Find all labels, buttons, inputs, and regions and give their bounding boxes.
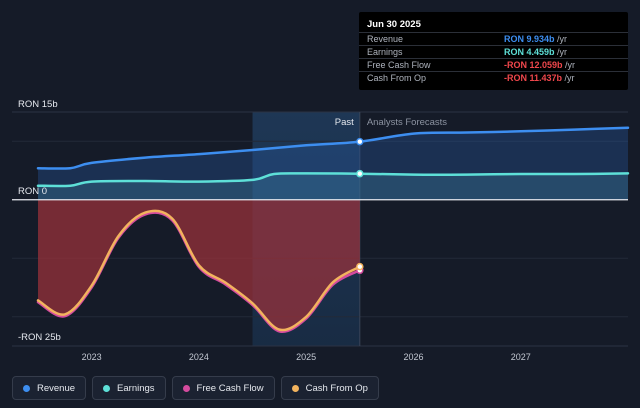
past-label: Past — [335, 117, 354, 128]
tooltip-row-earnings: Earnings RON 4.459b /yr — [359, 45, 628, 59]
legend: Revenue Earnings Free Cash Flow Cash Fro… — [12, 376, 379, 400]
tooltip-value: -RON 11.437b /yr — [504, 73, 575, 83]
legend-dot-icon — [23, 384, 30, 392]
forecast-label: Analysts Forecasts — [367, 117, 447, 128]
marker-cash-from-op — [356, 262, 364, 271]
legend-dot-icon — [291, 384, 299, 392]
y-label-zero: RON 0 — [18, 186, 47, 197]
legend-item-earnings[interactable]: Earnings — [92, 376, 166, 400]
tooltip-row-revenue: Revenue RON 9.934b /yr — [359, 32, 628, 46]
tooltip-date: Jun 30 2025 — [367, 19, 421, 30]
tooltip-label: Cash From Op — [367, 73, 427, 83]
tooltip-row-free-cash-flow: Free Cash Flow -RON 12.059b /yr — [359, 58, 628, 72]
x-tick-label: 2025 — [296, 352, 316, 362]
line-cash-from-op — [36, 209, 362, 332]
x-tick-label: 2023 — [82, 352, 102, 362]
y-label-top: RON 15b — [18, 99, 58, 110]
tooltip-value: -RON 12.059b /yr — [504, 60, 576, 70]
legend-label: Earnings — [117, 382, 155, 394]
tooltip-label: Earnings — [367, 47, 403, 57]
legend-item-free-cash-flow[interactable]: Free Cash Flow — [171, 376, 275, 400]
legend-dot-icon — [103, 384, 111, 392]
marker-earnings — [356, 169, 364, 178]
tooltip-value: RON 4.459b /yr — [504, 47, 568, 57]
tooltip-value: RON 9.934b /yr — [504, 34, 568, 44]
x-tick-label: 2026 — [403, 352, 423, 362]
legend-label: Revenue — [37, 382, 76, 394]
line-earnings — [36, 172, 630, 188]
marker-revenue — [356, 137, 364, 146]
tooltip: Jun 30 2025 Revenue RON 9.934b /yr Earni… — [359, 12, 628, 90]
tooltip-label: Revenue — [367, 34, 404, 44]
legend-dot-icon — [182, 384, 190, 392]
legend-item-revenue[interactable]: Revenue — [12, 376, 87, 400]
x-tick-label: 2027 — [511, 352, 531, 362]
legend-item-cash-from-op[interactable]: Cash From Op — [280, 376, 379, 400]
chart: RON 15b RON 0 -RON 25b Past Analysts Forecas… — [12, 99, 630, 362]
x-tick-label: 2024 — [189, 352, 209, 362]
area-earnings — [38, 173, 628, 200]
legend-label: Free Cash Flow — [196, 382, 264, 394]
line-revenue — [36, 126, 630, 170]
tooltip-label: Free Cash Flow — [367, 60, 431, 70]
y-label-bottom: -RON 25b — [18, 332, 61, 343]
tooltip-row-cash-from-op: Cash From Op -RON 11.437b /yr — [359, 71, 628, 85]
legend-label: Cash From Op — [305, 382, 368, 394]
